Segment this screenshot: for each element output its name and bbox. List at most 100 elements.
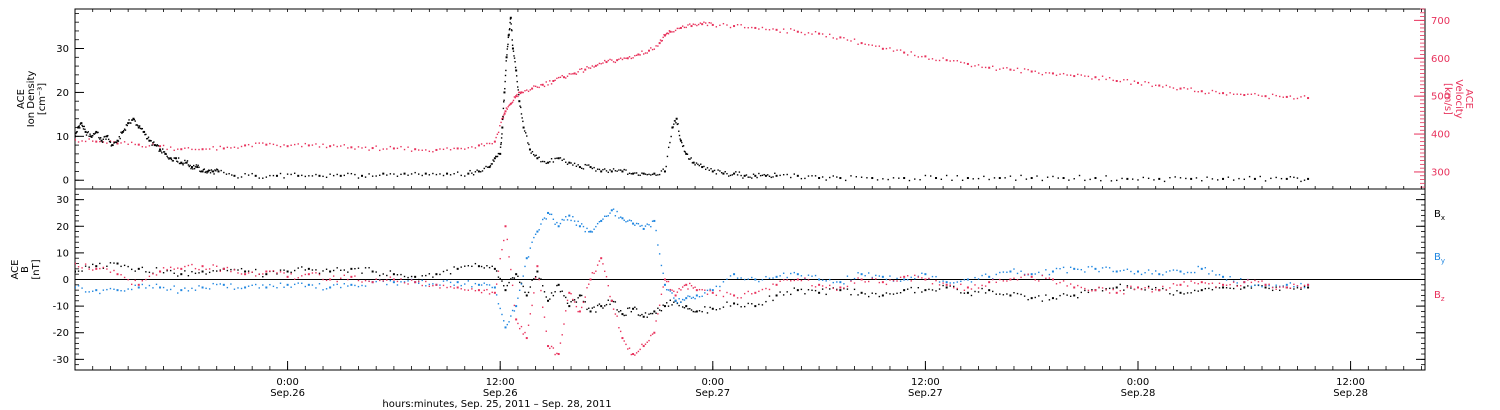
density-point xyxy=(568,161,571,164)
velocity-point xyxy=(573,72,576,75)
velocity-trail xyxy=(495,136,497,139)
density-trail xyxy=(522,120,524,123)
bx-point xyxy=(1073,294,1076,297)
bz-point xyxy=(1051,278,1054,281)
bz-trail xyxy=(676,291,679,293)
velocity-trail xyxy=(194,148,197,151)
velocity-trail xyxy=(368,149,370,151)
density-trail xyxy=(525,132,527,134)
bz-trail xyxy=(667,280,670,283)
bx-trail xyxy=(240,267,243,270)
velocity-point xyxy=(329,145,332,148)
by-trail xyxy=(953,282,955,284)
by-trail xyxy=(418,282,420,284)
velocity-trail xyxy=(722,22,725,25)
velocity-point xyxy=(1200,90,1203,93)
velocity-trail xyxy=(853,38,856,40)
velocity-trail xyxy=(878,45,881,47)
bz-trail xyxy=(533,292,535,294)
bx-trail xyxy=(293,269,296,272)
bz-point xyxy=(733,294,736,297)
velocity-trail xyxy=(659,39,662,41)
bz-point xyxy=(180,267,183,270)
by-point xyxy=(621,217,624,220)
bz-trail xyxy=(1186,285,1189,287)
bx-point xyxy=(632,307,635,310)
by-trail xyxy=(1250,285,1253,288)
bx-trail xyxy=(1055,298,1058,300)
velocity-trail xyxy=(743,26,746,29)
density-point xyxy=(111,144,114,147)
by-trail xyxy=(857,272,859,274)
by-point xyxy=(244,286,247,289)
bz-trail xyxy=(1254,279,1256,282)
by-point xyxy=(674,299,677,302)
velocity-point xyxy=(1307,97,1310,100)
by-trail xyxy=(120,289,122,292)
density-trail xyxy=(414,171,416,174)
by-trail xyxy=(914,277,916,280)
density-trail xyxy=(244,173,246,175)
by-trail xyxy=(660,264,663,267)
velocity-trail xyxy=(899,49,902,51)
density-point xyxy=(701,166,704,169)
velocity-point xyxy=(95,140,98,143)
density-trail xyxy=(84,128,86,131)
velocity-trail xyxy=(534,85,537,88)
velocity-trail xyxy=(198,148,200,151)
density-trail xyxy=(165,153,167,155)
density-trail xyxy=(78,125,80,128)
velocity-trail xyxy=(511,101,514,103)
bx-trail xyxy=(166,270,168,272)
velocity-trail xyxy=(602,62,604,64)
density-trail xyxy=(825,179,827,181)
by-point xyxy=(589,230,592,233)
density-trail xyxy=(729,174,732,177)
bz-point xyxy=(1200,281,1203,284)
bx-trail xyxy=(995,293,997,295)
bx-trail xyxy=(184,270,186,272)
velocity-trail xyxy=(503,114,505,116)
velocity-trail xyxy=(517,95,519,98)
bz-trail xyxy=(480,291,483,294)
density-trail xyxy=(247,174,250,176)
density-trail xyxy=(96,131,98,134)
by-trail xyxy=(549,213,551,215)
by-trail xyxy=(970,281,973,283)
by-point xyxy=(610,209,613,212)
velocity-trail xyxy=(1055,74,1058,77)
velocity-trail xyxy=(533,85,535,87)
bz-trail xyxy=(540,289,542,292)
by-trail xyxy=(885,278,888,281)
velocity-trail xyxy=(77,141,80,143)
density-trail xyxy=(157,145,159,147)
velocity-point xyxy=(1115,80,1118,82)
bx-trail xyxy=(198,272,200,274)
density-point xyxy=(95,130,98,133)
bx-trail xyxy=(1268,287,1270,290)
density-trail xyxy=(364,176,367,178)
bz-point xyxy=(1094,289,1097,292)
velocity-trail xyxy=(1261,95,1263,97)
density-point xyxy=(557,157,560,160)
density-trail xyxy=(658,173,661,176)
bz-trail xyxy=(1140,288,1143,291)
velocity-trail xyxy=(379,149,381,152)
by-trail xyxy=(533,236,535,239)
bx-point xyxy=(589,310,592,313)
density-trail xyxy=(343,174,345,177)
by-trail xyxy=(667,289,670,291)
bx-point xyxy=(307,267,310,270)
bx-point xyxy=(525,294,528,297)
bz-point xyxy=(600,257,603,260)
velocity-trail xyxy=(612,61,615,63)
velocity-trail xyxy=(935,59,937,62)
bz-trail xyxy=(1055,283,1058,285)
bz-trail xyxy=(637,350,640,353)
bx-trail xyxy=(361,272,363,274)
by-trail xyxy=(237,287,239,289)
bz-trail xyxy=(747,290,749,293)
by-trail xyxy=(853,277,856,280)
density-trail xyxy=(121,132,123,134)
density-point xyxy=(1222,177,1225,180)
